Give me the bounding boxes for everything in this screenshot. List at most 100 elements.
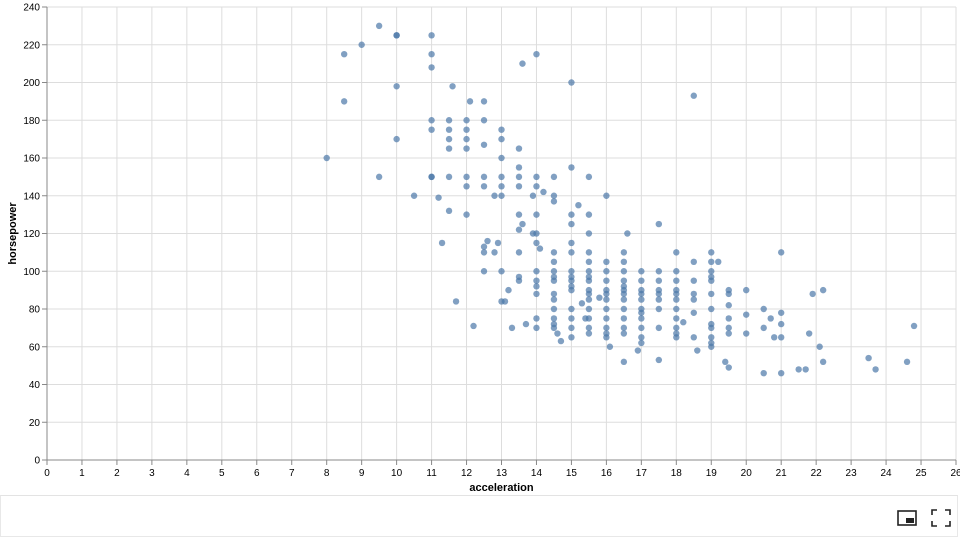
y-tick-label: 20 bbox=[29, 418, 41, 429]
data-point bbox=[575, 201, 582, 209]
x-tick-label: 2 bbox=[114, 468, 120, 479]
x-tick-label: 16 bbox=[601, 468, 613, 479]
y-tick-label: 220 bbox=[23, 40, 40, 51]
data-point bbox=[533, 211, 540, 218]
data-point bbox=[690, 290, 697, 298]
data-point bbox=[428, 117, 435, 124]
y-tick-label: 180 bbox=[23, 116, 40, 127]
data-point bbox=[505, 286, 512, 294]
data-point bbox=[634, 347, 642, 354]
data-point bbox=[515, 183, 523, 190]
data-point bbox=[533, 239, 540, 247]
data-point bbox=[428, 126, 435, 133]
data-point bbox=[777, 369, 785, 377]
x-tick-label: 25 bbox=[915, 468, 927, 479]
y-tick-label: 200 bbox=[23, 78, 40, 89]
y-tick-label: 60 bbox=[29, 342, 41, 353]
x-tick-label: 0 bbox=[44, 468, 50, 479]
data-point bbox=[463, 173, 470, 181]
picture-in-picture-icon bbox=[897, 510, 917, 526]
x-tick-label: 5 bbox=[219, 468, 225, 479]
data-point bbox=[715, 258, 722, 266]
data-point bbox=[519, 220, 526, 228]
data-point bbox=[690, 258, 697, 266]
data-point bbox=[550, 173, 558, 181]
axes: 0 1 2 3 4 5 6 7 8 9 10 11 12 13 14 15 16 17 18 19 20 21 22 23 24… bbox=[23, 3, 960, 480]
data-point bbox=[620, 258, 628, 266]
data-point bbox=[375, 173, 383, 181]
data-point bbox=[760, 369, 767, 377]
data-point bbox=[501, 298, 509, 305]
data-point bbox=[578, 300, 586, 307]
data-point bbox=[480, 98, 488, 105]
data-point bbox=[620, 315, 628, 322]
data-point bbox=[438, 239, 446, 247]
data-point bbox=[568, 79, 575, 86]
x-tick-label: 23 bbox=[846, 468, 858, 479]
data-point bbox=[491, 249, 498, 256]
data-point bbox=[498, 135, 505, 143]
data-point bbox=[708, 324, 715, 332]
data-point bbox=[550, 296, 558, 303]
data-point bbox=[568, 211, 575, 218]
data-point bbox=[655, 305, 663, 313]
data-point bbox=[743, 330, 750, 337]
data-point bbox=[533, 50, 540, 58]
fullscreen-button[interactable] bbox=[930, 508, 952, 528]
data-point bbox=[445, 207, 453, 215]
x-tick-label: 9 bbox=[359, 468, 365, 479]
data-point bbox=[620, 290, 628, 298]
chart-toolbar bbox=[0, 495, 958, 537]
data-point bbox=[358, 41, 365, 48]
data-point bbox=[568, 239, 575, 247]
data-point bbox=[568, 305, 575, 313]
data-point bbox=[620, 330, 628, 337]
x-tick-label: 7 bbox=[289, 468, 295, 479]
data-point bbox=[620, 249, 628, 256]
data-point bbox=[725, 330, 732, 337]
data-point bbox=[340, 98, 348, 105]
data-point bbox=[568, 315, 575, 322]
data-point bbox=[550, 305, 558, 313]
picture-in-picture-button[interactable] bbox=[896, 508, 918, 528]
data-point bbox=[638, 268, 645, 275]
data-point bbox=[816, 343, 823, 350]
data-point bbox=[655, 290, 663, 298]
y-tick-label: 120 bbox=[23, 229, 40, 240]
data-point bbox=[673, 305, 680, 313]
data-point bbox=[708, 343, 715, 350]
data-point bbox=[585, 249, 593, 256]
data-point bbox=[655, 324, 663, 332]
data-point bbox=[554, 330, 561, 337]
data-point bbox=[533, 230, 540, 237]
fullscreen-icon bbox=[931, 509, 951, 527]
data-point bbox=[515, 145, 523, 152]
data-point bbox=[452, 298, 460, 305]
data-point bbox=[498, 268, 505, 275]
data-point bbox=[533, 268, 540, 275]
data-point bbox=[515, 277, 523, 284]
data-point bbox=[515, 211, 523, 218]
data-point bbox=[777, 249, 785, 256]
data-point bbox=[484, 237, 491, 245]
x-tick-label: 24 bbox=[881, 468, 893, 479]
y-tick-label: 140 bbox=[23, 191, 40, 202]
data-point bbox=[550, 258, 558, 266]
x-tick-label: 22 bbox=[811, 468, 823, 479]
data-point bbox=[340, 50, 348, 58]
data-point bbox=[585, 296, 593, 303]
data-points bbox=[323, 22, 918, 377]
data-point bbox=[603, 277, 610, 284]
data-point bbox=[620, 268, 628, 275]
data-point bbox=[603, 290, 610, 298]
data-point bbox=[550, 290, 558, 298]
x-tick-label: 6 bbox=[254, 468, 260, 479]
data-point bbox=[550, 249, 558, 256]
data-point bbox=[533, 290, 540, 298]
data-point bbox=[690, 92, 697, 99]
data-point bbox=[498, 192, 505, 199]
data-point bbox=[522, 320, 530, 328]
data-point bbox=[690, 277, 697, 284]
data-point bbox=[603, 268, 610, 275]
